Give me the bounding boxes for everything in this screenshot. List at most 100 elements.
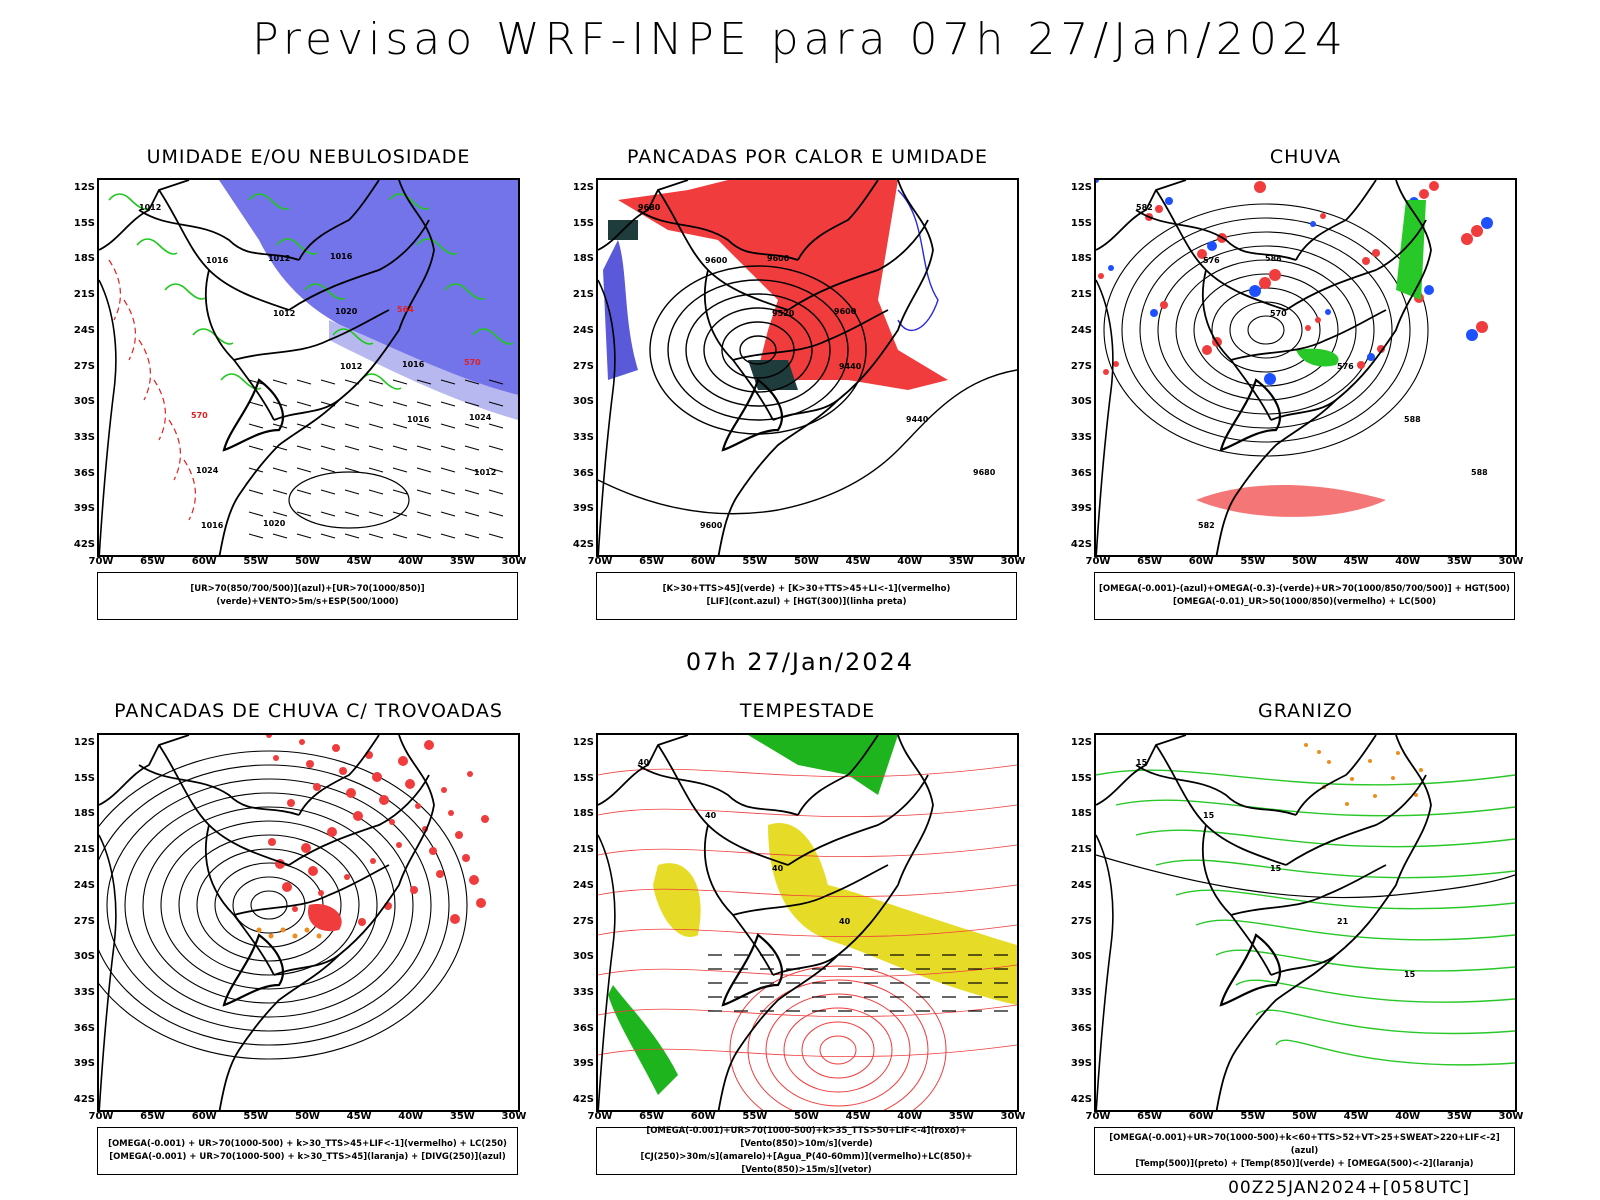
latitude-label: 27S	[1070, 915, 1092, 927]
longitude-label: 50W	[295, 1111, 320, 1122]
longitude-label: 40W	[897, 556, 923, 567]
contour-label: 1016	[201, 521, 224, 530]
longitude-label: 45W	[845, 1111, 871, 1122]
forecast-map	[97, 733, 520, 1112]
contour-label: 9600	[767, 254, 790, 263]
latitude-label: 33S	[73, 986, 95, 998]
latitude-label: 33S	[1070, 986, 1092, 998]
longitude-label: 70W	[1085, 556, 1111, 567]
latitude-label: 39S	[73, 503, 95, 515]
latitude-label: 30S	[73, 396, 95, 408]
latitude-label: 33S	[1070, 431, 1092, 443]
contour-label: 570	[1270, 309, 1287, 318]
contour-label: 576	[1337, 362, 1354, 371]
latitude-label: 24S	[572, 879, 594, 891]
longitude-label: 35W	[948, 1111, 974, 1122]
contour-label: 1016	[330, 252, 353, 261]
latitude-label: 30S	[73, 951, 95, 963]
longitude-label: 30W	[1000, 1111, 1026, 1122]
latitude-label: 27S	[572, 915, 594, 927]
longitude-label: 30W	[1498, 556, 1524, 567]
legend-line: [OMEGA(-0.001)+UR>70(1000-500)+k>35_TTS>…	[646, 1126, 967, 1149]
valid-time-label: 07h 27/Jan/2024	[685, 648, 915, 676]
longitude-label: 65W	[1137, 1111, 1163, 1122]
contour-label: 570	[191, 411, 208, 420]
latitude-label: 18S	[73, 253, 95, 265]
contour-label: 582	[1198, 521, 1215, 530]
contour-label: 1016	[407, 415, 430, 424]
latitude-label: 42S	[1070, 539, 1092, 550]
legend-line: [K>30+TTS>45](verde) + [K>30+TTS>45+LI<-…	[662, 584, 951, 594]
legend-line: [OMEGA(-0.001)-(azul)+OMEGA(-0.3)-(verde…	[1099, 584, 1510, 594]
contour-label: 9600	[834, 307, 857, 316]
panel-title: UMIDADE E/OU NEBULOSIDADE	[146, 146, 471, 168]
latitude-label: 24S	[73, 879, 95, 891]
contour-label: 21	[1337, 917, 1349, 926]
latitude-label: 21S	[1070, 844, 1092, 856]
main-title: Previsao WRF-INPE para 07h 27/Jan/2024	[252, 14, 1348, 65]
latitude-label: 12S	[572, 737, 594, 748]
latitude-label: 15S	[1070, 772, 1092, 784]
latitude-label: 18S	[1070, 808, 1092, 820]
humidity-light-area	[329, 320, 518, 420]
forecast-map: 40 40 40 40	[596, 733, 1019, 1112]
longitude-label: 35W	[449, 556, 475, 567]
latitude-label: 15S	[572, 772, 594, 784]
contour-label: 40	[705, 811, 717, 820]
contour-label: 9440	[906, 415, 929, 424]
panel-title: TEMPESTADE	[739, 700, 876, 722]
latitude-label: 36S	[1070, 467, 1092, 479]
longitude-label: 55W	[1240, 556, 1266, 567]
latitude-label: 15S	[73, 217, 95, 229]
latitude-label: 36S	[1070, 1022, 1092, 1034]
jet-stream-area	[768, 823, 1017, 1005]
legend-line: [UR>70(850/700/500)](azul)+[UR>70(1000/8…	[190, 584, 425, 607]
red-convection-area	[618, 180, 948, 390]
contour-label: 40	[772, 864, 784, 873]
latitude-label: 12S	[73, 737, 95, 748]
contour-label: 588	[1265, 254, 1282, 263]
latitude-label: 33S	[572, 431, 594, 443]
longitude-label: 35W	[948, 556, 974, 567]
longitude-label: 60W	[1188, 556, 1214, 567]
longitude-label: 40W	[1395, 556, 1421, 567]
contour-label: 40	[839, 917, 851, 926]
longitude-label: 55W	[742, 556, 768, 567]
latitude-label: 36S	[73, 1022, 95, 1034]
latitude-label: 15S	[73, 772, 95, 784]
contour-label: 9600	[705, 256, 728, 265]
forecast-map: 582 576 570 576 588 588 582 588	[1094, 178, 1517, 557]
longitude-label: 40W	[897, 1111, 923, 1122]
panel-title: PANCADAS DE CHUVA C/ TROVOADAS	[114, 700, 503, 722]
latitude-label: 36S	[572, 467, 594, 479]
latitude-label: 36S	[572, 1022, 594, 1034]
latitude-label: 18S	[572, 253, 594, 265]
longitude-label: 40W	[398, 1111, 424, 1122]
latitude-label: 39S	[1070, 1058, 1092, 1070]
legend-line: [CJ(250)>30m/s](amarelo)+[Agua_P(40-60mm…	[640, 1152, 973, 1175]
contour-label: 564	[397, 305, 414, 314]
latitude-label: 39S	[572, 1058, 594, 1070]
latitude-label: 30S	[572, 396, 594, 408]
panel-legend: [OMEGA(-0.001)+UR>70(1000-500)+k>35_TTS>…	[596, 1126, 1017, 1175]
longitude-label: 50W	[1292, 1111, 1317, 1122]
contour-label: 588	[1404, 415, 1421, 424]
contour-label: 15	[1270, 864, 1282, 873]
panel-title: CHUVA	[1269, 146, 1342, 168]
latitude-label: 42S	[73, 539, 95, 550]
longitude-label: 40W	[1395, 1111, 1421, 1122]
latitude-label: 21S	[572, 844, 594, 856]
contour-label: 576	[1203, 256, 1220, 265]
latitude-label: 18S	[572, 808, 594, 820]
latitude-label: 24S	[1070, 324, 1092, 336]
latitude-label: 27S	[1070, 360, 1092, 372]
longitude-label: 45W	[845, 556, 871, 567]
longitude-label: 60W	[690, 556, 716, 567]
contour-label: 15	[1136, 758, 1148, 767]
legend-line: [LIF](cont.azul) + [HGT(300)](linha pret…	[706, 597, 907, 607]
contour-label: 9600	[700, 521, 723, 530]
longitude-label: 30W	[501, 1111, 527, 1122]
longitude-label: 65W	[140, 556, 166, 567]
legend-line: [OMEGA(-0.001)+UR>70(1000-500)+k<60+TTS>…	[1109, 1132, 1500, 1156]
longitude-label: 50W	[295, 556, 320, 567]
